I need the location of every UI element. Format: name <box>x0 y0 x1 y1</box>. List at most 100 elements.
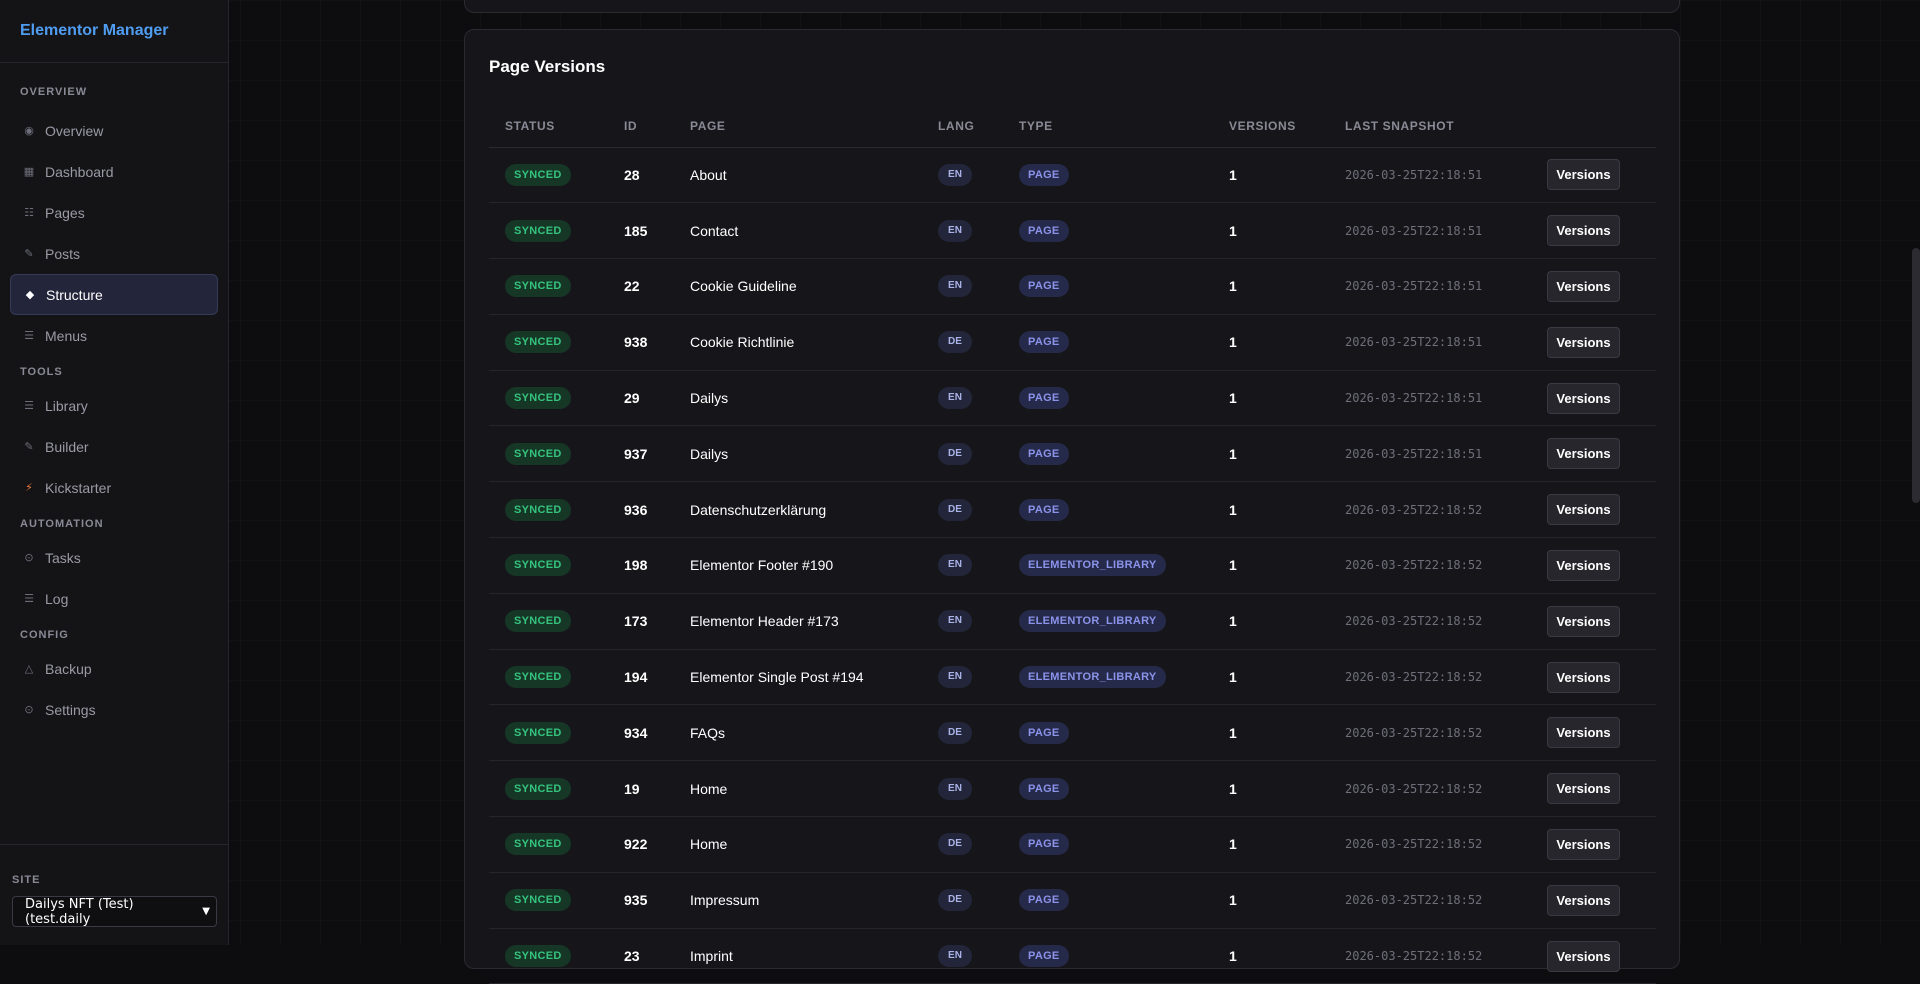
sidebar-item-menus[interactable]: ☰ Menus <box>10 315 218 356</box>
versions-count-cell: 1 <box>1213 928 1329 984</box>
sidebar-item-pages[interactable]: ☷ Pages <box>10 192 218 233</box>
sidebar-item-structure[interactable]: ◆ Structure <box>10 274 218 315</box>
column-header-status[interactable]: STATUS <box>489 106 608 148</box>
status-badge: SYNCED <box>505 945 571 968</box>
actions-cell: Versions <box>1531 258 1656 315</box>
scrollbar-thumb[interactable] <box>1912 248 1920 503</box>
column-header-id[interactable]: ID <box>608 106 674 148</box>
status-badge: SYNCED <box>505 610 571 633</box>
actions-cell: Versions <box>1531 202 1656 260</box>
versions-button[interactable]: Versions <box>1547 326 1620 358</box>
lang-badge: DE <box>938 498 972 521</box>
status-cell: SYNCED <box>489 704 608 762</box>
last-snapshot-cell: 2026-03-25T22:18:52 <box>1329 649 1531 706</box>
column-header-last-snapshot[interactable]: LAST SNAPSHOT <box>1329 106 1531 148</box>
sidebar-item-label: Overview <box>45 122 104 139</box>
versions-button[interactable]: Versions <box>1547 605 1620 637</box>
table-row: SYNCED 28 About EN PAGE 1 2026-03-25T22:18:51 V… <box>489 147 1656 204</box>
versions-count-cell: 1 <box>1213 314 1329 371</box>
sidebar-item-settings[interactable]: ⊙ Settings <box>10 689 218 730</box>
versions-count-cell: 1 <box>1213 258 1329 315</box>
table-row: SYNCED 938 Cookie Richtlinie DE PAGE 1 2026-03… <box>489 314 1656 371</box>
column-header-page[interactable]: PAGE <box>674 106 922 148</box>
versions-count-cell: 1 <box>1213 481 1329 539</box>
section-label-overview: OVERVIEW <box>20 86 88 98</box>
lang-badge: EN <box>938 666 972 689</box>
sidebar-item-builder[interactable]: ✎ Builder <box>10 426 218 467</box>
sidebar-item-posts[interactable]: ✎ Posts <box>10 233 218 274</box>
sidebar-item-kickstarter[interactable]: ⚡ Kickstarter <box>10 467 218 508</box>
sidebar-item-backup[interactable]: △ Backup <box>10 648 218 689</box>
lang-badge: EN <box>938 275 972 298</box>
lang-cell: EN <box>922 370 1003 427</box>
type-badge: PAGE <box>1019 163 1069 186</box>
id-cell: 937 <box>608 425 674 483</box>
app-title[interactable]: Elementor Manager <box>0 0 228 63</box>
versions-button[interactable]: Versions <box>1547 884 1620 916</box>
table-row: SYNCED 194 Elementor Single Post #194 EN ELE… <box>489 649 1656 706</box>
table-row: SYNCED 29 Dailys EN PAGE 1 2026-03-25T22:18:51… <box>489 370 1656 427</box>
site-label: SITE <box>12 874 41 886</box>
versions-button[interactable]: Versions <box>1547 382 1620 414</box>
id-cell: 935 <box>608 872 674 929</box>
versions-button[interactable]: Versions <box>1547 773 1620 805</box>
versions-button[interactable]: Versions <box>1547 159 1620 191</box>
table-header-row: STATUS ID PAGE LANG TYPE VERSIONS LAST S… <box>489 106 1656 148</box>
id-cell: 28 <box>608 147 674 204</box>
type-cell: ELEMENTOR_LIBRARY <box>1003 649 1213 706</box>
lang-badge: EN <box>938 554 972 577</box>
page-cell: Home <box>674 816 922 873</box>
versions-button[interactable]: Versions <box>1547 828 1620 860</box>
sidebar-item-library[interactable]: ☰ Library <box>10 385 218 426</box>
id-cell: 185 <box>608 202 674 260</box>
page-versions-table: STATUS ID PAGE LANG TYPE VERSIONS LAST S… <box>489 106 1656 984</box>
versions-button[interactable]: Versions <box>1547 661 1620 693</box>
status-badge: SYNCED <box>505 219 571 242</box>
status-cell: SYNCED <box>489 928 608 984</box>
id-cell: 936 <box>608 481 674 539</box>
page-scrollbar[interactable] <box>1912 0 1920 945</box>
type-badge: ELEMENTOR_LIBRARY <box>1019 666 1166 689</box>
actions-cell: Versions <box>1531 928 1656 984</box>
page-cell: Elementor Footer #190 <box>674 537 922 594</box>
last-snapshot-cell: 2026-03-25T22:18:52 <box>1329 872 1531 929</box>
page-cell: FAQs <box>674 704 922 762</box>
last-snapshot-cell: 2026-03-25T22:18:51 <box>1329 370 1531 427</box>
site-select[interactable]: Dailys NFT (Test) (test.daily ▼ <box>12 896 217 927</box>
lang-cell: EN <box>922 760 1003 818</box>
id-cell: 22 <box>608 258 674 315</box>
column-header-type[interactable]: TYPE <box>1003 106 1213 148</box>
sidebar-item-tasks[interactable]: ⊙ Tasks <box>10 537 218 578</box>
versions-button[interactable]: Versions <box>1547 494 1620 526</box>
versions-button[interactable]: Versions <box>1547 940 1620 972</box>
column-header-versions[interactable]: VERSIONS <box>1213 106 1329 148</box>
lang-cell: DE <box>922 816 1003 873</box>
status-badge: SYNCED <box>505 498 571 521</box>
table-row: SYNCED 922 Home DE PAGE 1 2026-03-25T22:18:52 V… <box>489 816 1656 873</box>
site-selector-area: SITE Dailys NFT (Test) (test.daily ▼ <box>0 844 229 945</box>
actions-cell: Versions <box>1531 147 1656 204</box>
actions-cell: Versions <box>1531 370 1656 427</box>
versions-button[interactable]: Versions <box>1547 270 1620 302</box>
status-cell: SYNCED <box>489 314 608 371</box>
versions-button[interactable]: Versions <box>1547 215 1620 247</box>
sidebar-item-log[interactable]: ☰ Log <box>10 578 218 619</box>
sidebar-item-overview[interactable]: ◉ Overview <box>10 110 218 151</box>
status-badge: SYNCED <box>505 666 571 689</box>
lang-cell: DE <box>922 425 1003 483</box>
status-badge: SYNCED <box>505 275 571 298</box>
table-row: SYNCED 19 Home EN PAGE 1 2026-03-25T22:18:52 Ve… <box>489 760 1656 818</box>
sidebar-item-dashboard[interactable]: ▦ Dashboard <box>10 151 218 192</box>
sidebar-item-label: Log <box>45 590 69 607</box>
column-header-actions <box>1531 106 1656 148</box>
type-cell: PAGE <box>1003 704 1213 762</box>
table-row: SYNCED 934 FAQs DE PAGE 1 2026-03-25T22:18:52 V… <box>489 704 1656 762</box>
column-header-lang[interactable]: LANG <box>922 106 1003 148</box>
id-cell: 922 <box>608 816 674 873</box>
card-title: Page Versions <box>489 57 606 76</box>
versions-button[interactable]: Versions <box>1547 438 1620 470</box>
versions-button[interactable]: Versions <box>1547 717 1620 749</box>
lang-cell: EN <box>922 593 1003 650</box>
lang-cell: DE <box>922 481 1003 539</box>
versions-button[interactable]: Versions <box>1547 549 1620 581</box>
